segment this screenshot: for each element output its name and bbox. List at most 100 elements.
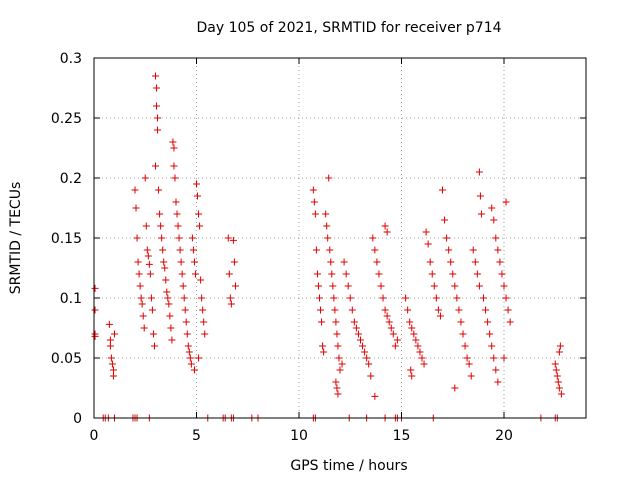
data-point (387, 324, 395, 332)
data-point (469, 246, 477, 254)
data-point (136, 282, 144, 290)
data-point (342, 270, 350, 278)
y-tick-label: 0 (73, 411, 82, 427)
data-point (193, 180, 200, 188)
data-point (490, 216, 498, 224)
data-point (139, 312, 147, 320)
data-point (327, 258, 335, 266)
data-point (492, 234, 500, 242)
data-point (475, 168, 483, 176)
data-point (350, 318, 358, 326)
data-point (158, 234, 166, 242)
data-point (148, 306, 156, 314)
data-point (467, 372, 475, 380)
data-point (486, 330, 494, 338)
data-point (106, 336, 114, 344)
data-point (334, 342, 342, 350)
data-point (229, 236, 237, 244)
data-point (323, 222, 331, 230)
data-point (445, 246, 453, 254)
data-point (496, 258, 504, 266)
data-point (177, 258, 185, 266)
data-point (383, 228, 391, 236)
data-point (494, 378, 502, 386)
data-point (453, 294, 461, 302)
data-point (436, 312, 444, 320)
data-point (498, 270, 506, 278)
data-point (463, 354, 471, 362)
data-point (159, 246, 167, 254)
data-point (331, 306, 339, 314)
data-point (161, 264, 169, 272)
data-point (377, 282, 385, 290)
data-point (167, 324, 175, 332)
data-point (153, 84, 161, 92)
data-point (551, 360, 559, 368)
data-point (412, 336, 420, 344)
data-point (408, 372, 416, 380)
data-point (328, 270, 336, 278)
data-point (172, 198, 180, 206)
data-point (157, 222, 165, 230)
data-point (131, 186, 139, 194)
data-point (333, 384, 341, 392)
data-point (333, 330, 341, 338)
data-point (182, 318, 190, 326)
data-point (434, 306, 442, 314)
data-point (500, 282, 508, 290)
data-point (147, 294, 155, 302)
data-point (171, 174, 179, 182)
data-point (490, 354, 498, 362)
data-point (195, 354, 203, 362)
data-point (363, 354, 371, 362)
data-point (155, 186, 163, 194)
data-point (184, 342, 192, 350)
data-point (91, 332, 99, 340)
data-point (476, 192, 484, 200)
data-point (502, 294, 510, 302)
data-point (105, 320, 113, 328)
data-point (132, 204, 140, 212)
data-point (371, 246, 379, 254)
data-point (142, 222, 150, 230)
data-point (426, 258, 434, 266)
data-point (170, 162, 178, 170)
data-point (373, 258, 381, 266)
x-tick-label: 0 (90, 428, 99, 444)
data-point (180, 294, 188, 302)
data-point (145, 260, 153, 268)
y-axis-label: SRMTID / TECUs (8, 182, 24, 295)
data-point (141, 174, 149, 182)
data-point (160, 258, 168, 266)
y-tick-label: 0.3 (60, 51, 82, 67)
data-point (134, 258, 142, 266)
data-point (455, 306, 463, 314)
data-point (477, 210, 485, 218)
data-point (459, 330, 467, 338)
data-point (106, 342, 114, 350)
y-tick-label: 0.15 (51, 231, 82, 247)
data-point (188, 234, 196, 242)
data-point (196, 222, 204, 230)
data-point (164, 294, 172, 302)
data-point (402, 294, 410, 302)
data-point (225, 270, 233, 278)
data-point (149, 330, 157, 338)
data-point (156, 210, 164, 218)
data-point (140, 324, 148, 332)
data-point (325, 174, 333, 182)
data-point (226, 294, 234, 302)
data-point (556, 342, 564, 350)
y-tick-label: 0.1 (60, 291, 82, 307)
data-point (385, 318, 393, 326)
data-point (179, 282, 187, 290)
data-point (190, 366, 198, 374)
data-points (91, 72, 565, 422)
x-tick-label: 5 (192, 428, 201, 444)
data-point (324, 234, 332, 242)
data-point (231, 282, 239, 290)
data-point (354, 330, 362, 338)
data-point (314, 282, 322, 290)
data-point (381, 306, 389, 314)
data-point (484, 318, 492, 326)
